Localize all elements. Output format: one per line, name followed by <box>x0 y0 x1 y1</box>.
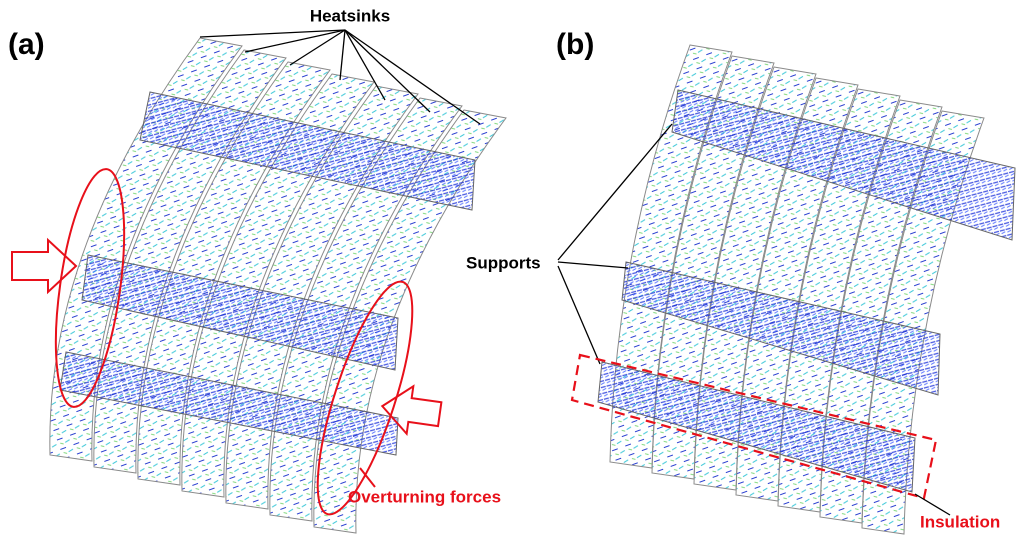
annotation: Insulation <box>920 512 1000 531</box>
annotation: Supports <box>466 253 541 272</box>
figure: (a) (b) Heatsinks Supports Overturning f… <box>0 0 1021 545</box>
panel-label: (b) <box>556 28 594 61</box>
panel-label: (a) <box>8 28 45 61</box>
annotation: Heatsinks <box>310 6 390 25</box>
annotation: Overturning forces <box>348 487 501 506</box>
